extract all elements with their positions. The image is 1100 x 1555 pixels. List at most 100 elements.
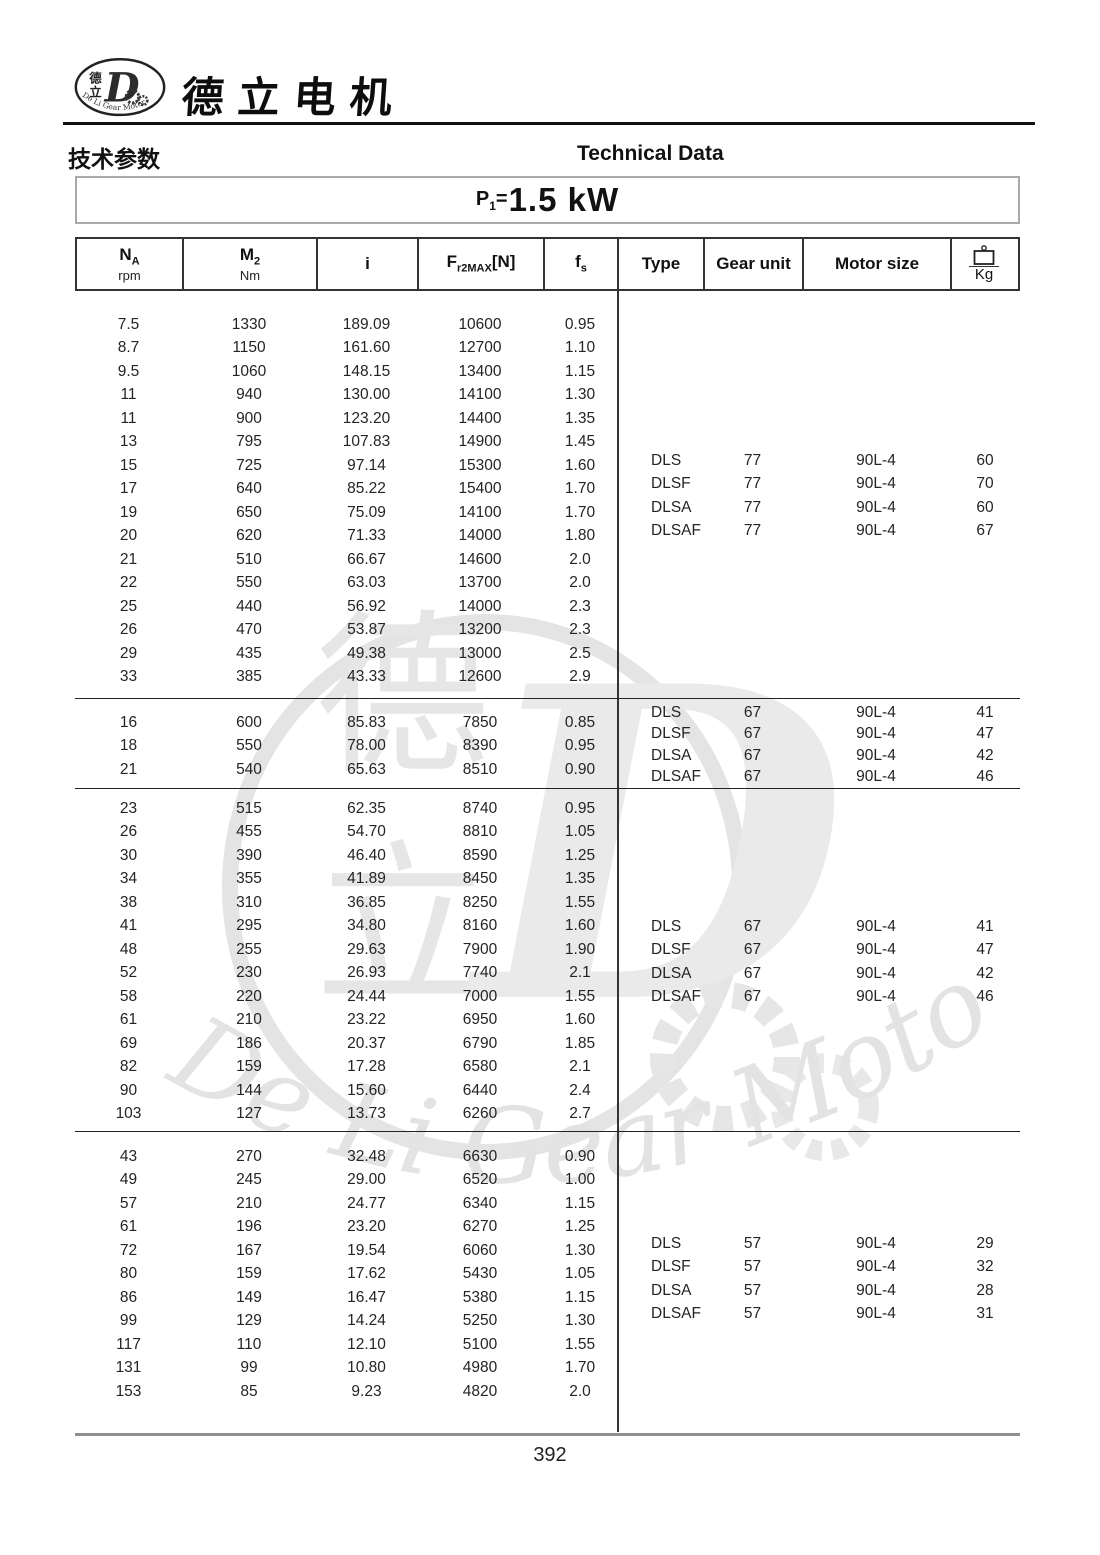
gear-icon [137,94,149,107]
data-cell: 1.25 [564,846,596,864]
data-cell: 1.30 [564,1241,596,1259]
data-cell: 103 [115,1105,142,1123]
power-rating-box: P1= 1.5 kW [75,176,1020,224]
motor-size-cell: 90L-4 [856,522,896,540]
data-cell: 12.10 [347,1335,386,1353]
type-cell: DLSA [651,746,692,764]
type-cell: DLS [651,917,682,935]
data-cell: 14100 [458,503,502,521]
type-cell: DLS [651,1234,682,1252]
data-cell: 14600 [458,550,502,568]
data-cell: 38 [119,893,138,911]
data-row: 131 99 10.80 4980 1.70 [75,1357,1020,1381]
data-cell: 46.40 [347,846,386,864]
type-cell: DLSF [651,1258,691,1276]
data-cell: 23.20 [347,1218,386,1236]
data-cell: 1330 [231,315,267,333]
weight-cell: 47 [976,725,994,743]
data-cell: 49.38 [347,644,386,662]
data-cell: 71.33 [347,527,386,545]
data-cell: 149 [236,1288,262,1306]
type-row: DLSF 57 90L-4 32 [617,1256,1020,1280]
data-cell: 123.20 [342,409,391,427]
data-cell: 8450 [462,870,498,888]
weight-cell: 42 [976,964,994,982]
data-row: 99 129 14.24 5250 1.30 [75,1310,1020,1334]
data-row: 11 900 123.20 14400 1.35 [75,407,1020,431]
data-cell: 148.15 [342,362,391,380]
data-cell: 43.33 [347,668,386,686]
type-row: DLSAF 77 90L-4 67 [617,520,1020,544]
type-row: DLSAF 57 90L-4 31 [617,1303,1020,1327]
data-cell: 15.60 [347,1081,386,1099]
data-cell: 10.80 [347,1359,386,1377]
data-cell: 470 [236,621,262,639]
data-cell: 5250 [462,1312,498,1330]
data-cell: 2.1 [569,1058,591,1076]
data-cell: 8510 [462,760,498,778]
data-cell: 26.93 [347,964,386,982]
data-cell: 61 [119,1011,138,1029]
data-cell: 49 [119,1171,138,1189]
data-cell: 14900 [458,433,502,451]
data-cell: 13000 [458,644,502,662]
data-cell: 1.30 [564,386,596,404]
type-row: DLSF 77 90L-4 70 [617,473,1020,497]
data-cell: 13.73 [347,1105,386,1123]
data-row: 153 85 9.23 4820 2.0 [75,1380,1020,1404]
weight-cell: 41 [976,917,994,935]
data-cell: 43 [119,1147,138,1165]
motor-size-cell: 90L-4 [856,917,896,935]
type-cell: DLSAF [651,988,701,1006]
gear-unit-cell: 67 [743,746,762,764]
weight-cell: 47 [976,941,994,959]
table-section-4: 43 270 32.48 6630 0.90 49 245 29.00 6520 1.00 57 21… [75,1132,1020,1432]
data-row: 69 186 20.37 6790 1.85 [75,1032,1020,1056]
data-cell: 11 [120,409,137,427]
motor-size-cell: 90L-4 [856,498,896,516]
weight-unit: Kg [968,266,1000,283]
data-cell: 640 [236,480,262,498]
data-cell: 270 [236,1147,262,1165]
data-cell: 1150 [232,339,266,357]
data-cell: 52 [119,964,138,982]
weight-cell: 46 [976,988,994,1006]
data-cell: 29.63 [347,940,386,958]
data-cell: 1.70 [564,480,596,498]
data-cell: 0.85 [564,713,596,731]
data-row: 72 167 19.54 6060 1.30 [75,1239,1020,1263]
data-cell: 13200 [458,621,502,639]
data-cell: 99 [119,1312,138,1330]
weight-cell: 60 [976,498,994,516]
gear-unit-cell: 77 [743,475,762,493]
page-title-en: Technical Data [577,142,724,165]
data-cell: 41.89 [347,870,386,888]
data-cell: 14100 [458,386,502,404]
data-cell: 196 [236,1218,262,1236]
data-cell: 17.62 [347,1265,386,1283]
footer-divider [75,1433,1020,1436]
data-cell: 7.5 [117,315,140,333]
data-cell: 2.3 [569,621,591,639]
weight-cell: 60 [976,451,994,469]
data-cell: 11 [120,386,137,404]
gear-unit-cell: 57 [743,1258,762,1276]
gear-unit-cell: 77 [743,451,762,469]
data-cell: 69 [119,1034,138,1052]
weight-icon [973,245,995,266]
data-cell: 0.90 [564,760,596,778]
weight-cell: 32 [976,1258,994,1276]
data-cell: 1060 [231,362,267,380]
data-cell: 1.85 [564,1034,596,1052]
data-cell: 1.30 [564,1312,596,1330]
gear-unit-cell: 77 [743,498,762,516]
col-header-type: Type [619,239,705,289]
data-cell: 23.22 [347,1011,386,1029]
data-row: 61 196 23.20 6270 1.25 [75,1216,1020,1240]
data-cell: 310 [236,893,262,911]
data-cell: 66.67 [347,550,386,568]
data-row: 49 245 29.00 6520 1.00 [75,1169,1020,1193]
motor-size-cell: 90L-4 [856,725,896,743]
data-cell: 65.63 [347,760,386,778]
data-cell: 7900 [462,940,498,958]
